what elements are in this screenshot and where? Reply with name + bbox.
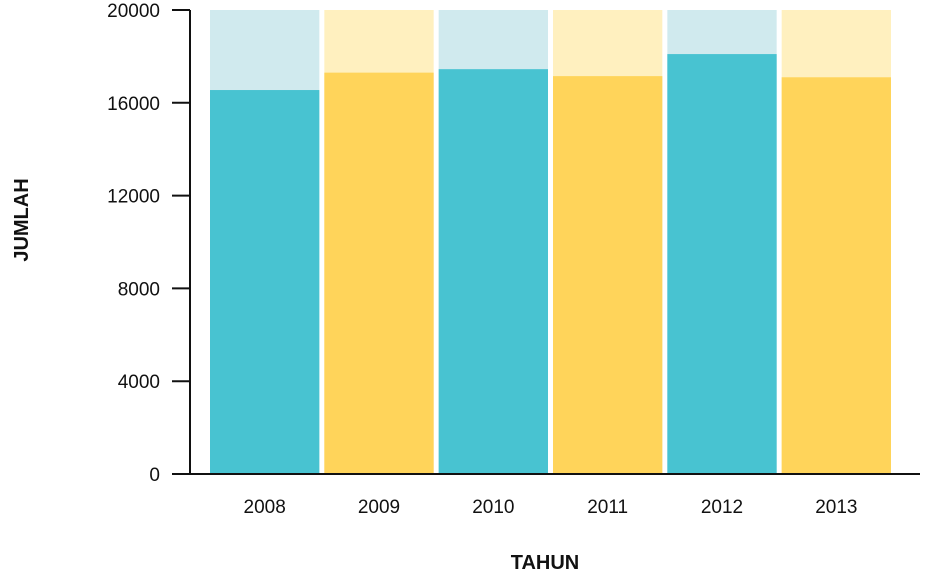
bar-2008 xyxy=(210,90,320,474)
bars-layer xyxy=(210,10,891,475)
bar-2011 xyxy=(553,76,663,475)
y-tick-label-12000: 12000 xyxy=(107,187,160,208)
bar-2013 xyxy=(781,77,891,474)
labels-layer: 2008 2009 2010 2011 2012 2013 0 4000 8000 12000 16… xyxy=(107,1,857,518)
bar-2009 xyxy=(324,72,434,474)
x-tick-label-2008: 2008 xyxy=(244,497,286,518)
y-tick-label-16000: 16000 xyxy=(107,94,160,115)
y-axis-title: JUMLAH xyxy=(11,178,33,261)
x-tick-label-2011: 2011 xyxy=(587,497,628,518)
x-tick-label-2012: 2012 xyxy=(701,497,743,518)
x-tick-label-2010: 2010 xyxy=(472,497,514,518)
y-tick-label-4000: 4000 xyxy=(118,372,160,393)
bar-2010 xyxy=(438,69,548,474)
y-tick-label-8000: 8000 xyxy=(118,279,160,300)
y-tick-label-0: 0 xyxy=(149,465,160,486)
axes-layer xyxy=(172,9,920,475)
bar-2012 xyxy=(667,54,777,475)
x-tick-label-2013: 2013 xyxy=(815,497,857,518)
x-axis-title: TAHUN xyxy=(511,552,580,574)
y-tick-label-20000: 20000 xyxy=(107,1,160,22)
x-tick-label-2009: 2009 xyxy=(358,497,400,518)
